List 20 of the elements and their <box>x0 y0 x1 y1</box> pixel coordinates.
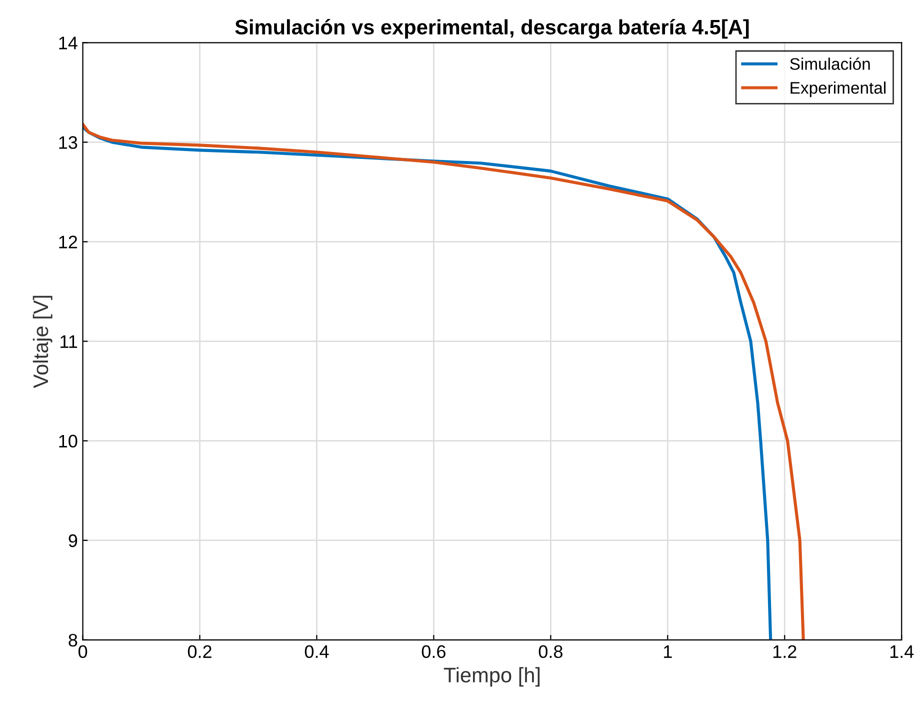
x-tick-label: 0.4 <box>304 645 329 658</box>
y-axis-title: Voltaje [V] <box>32 296 52 388</box>
x-axis-title: Tiempo [h] <box>444 667 540 687</box>
x-tick-label: 1 <box>664 645 672 658</box>
chart-title: Simulación vs experimental, descarga batería 4.5[A] <box>235 19 749 39</box>
x-tick-label: 0.6 <box>422 645 446 658</box>
x-tick-label: 0 <box>78 645 88 658</box>
y-tick-label: 11 <box>60 335 78 348</box>
x-tick-label: 1.4 <box>890 645 914 658</box>
x-tick-label: 0.8 <box>538 645 562 658</box>
y-tick-label: 10 <box>59 434 78 448</box>
y-tick-label: 8 <box>68 634 78 647</box>
legend-label: Experimental <box>790 82 886 98</box>
y-tick-label: 12 <box>59 236 78 248</box>
y-tick-label: 9 <box>68 534 78 548</box>
y-tick-label: 14 <box>59 36 78 50</box>
legend-label: Simulación <box>790 57 870 70</box>
x-tick-label: 1.2 <box>773 645 796 658</box>
x-tick-label: 0.2 <box>188 645 212 658</box>
y-tick-label: 13 <box>59 136 78 149</box>
